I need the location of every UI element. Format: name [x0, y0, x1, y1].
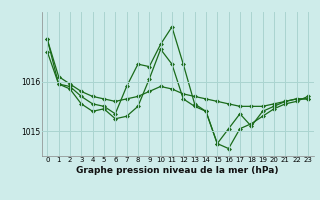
X-axis label: Graphe pression niveau de la mer (hPa): Graphe pression niveau de la mer (hPa): [76, 166, 279, 175]
